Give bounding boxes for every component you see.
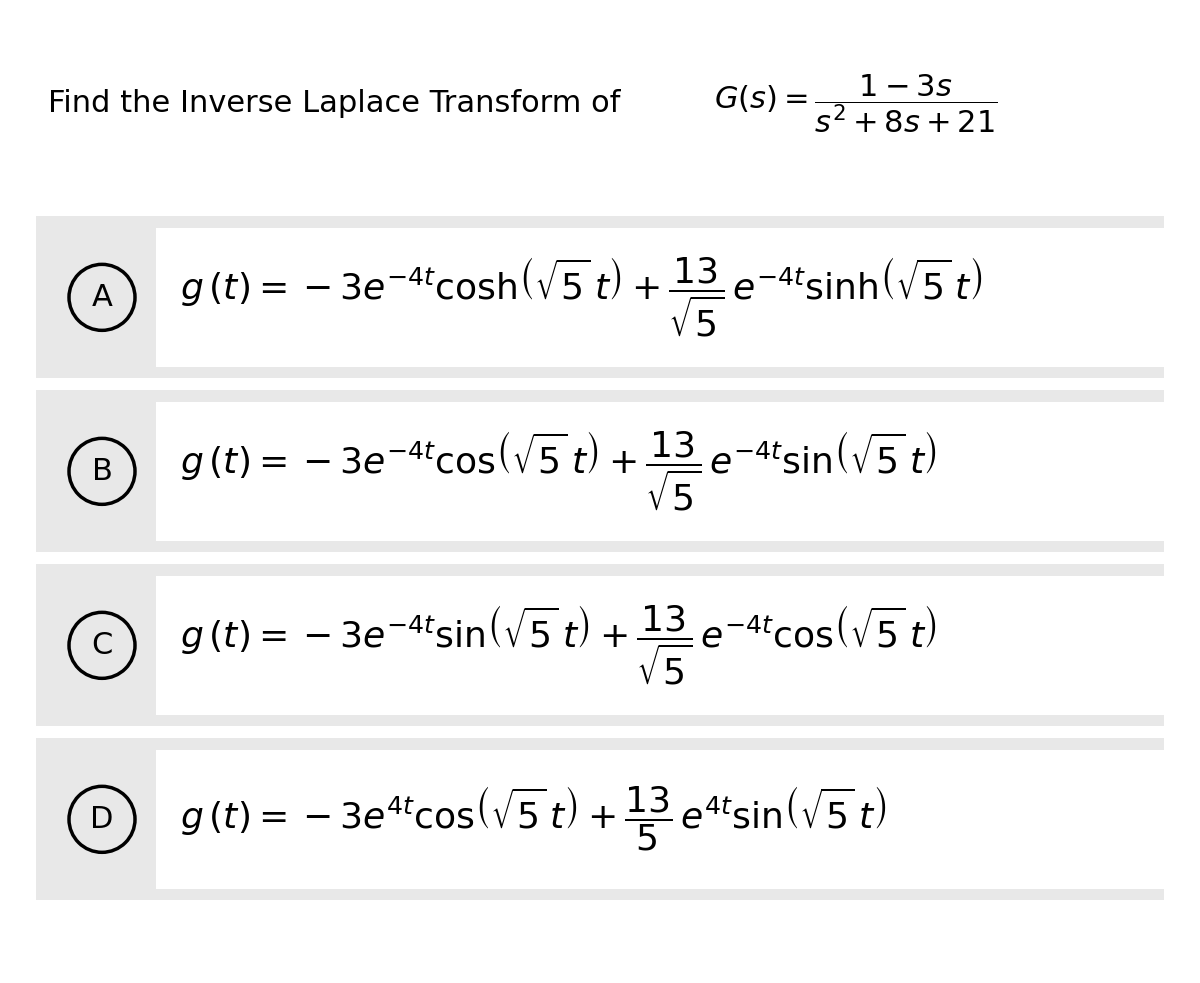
FancyBboxPatch shape: [36, 216, 1164, 378]
FancyBboxPatch shape: [156, 228, 1164, 367]
Text: C: C: [91, 631, 113, 660]
Text: D: D: [90, 805, 114, 834]
FancyBboxPatch shape: [36, 390, 1164, 552]
Text: Find the Inverse Laplace Transform of: Find the Inverse Laplace Transform of: [48, 88, 630, 118]
Text: $g\,(t) = -3e^{-4t}\cos\!\left(\sqrt{5}\,t\right) + \dfrac{13}{\sqrt{5}}\,e^{-4t: $g\,(t) = -3e^{-4t}\cos\!\left(\sqrt{5}\…: [180, 430, 936, 513]
FancyBboxPatch shape: [156, 402, 1164, 541]
Text: $G(s) = \dfrac{1-3s}{s^2+8s+21}$: $G(s) = \dfrac{1-3s}{s^2+8s+21}$: [714, 72, 997, 135]
Text: A: A: [91, 283, 113, 312]
FancyBboxPatch shape: [36, 564, 1164, 726]
Text: $g\,(t) = -3e^{-4t}\sin\!\left(\sqrt{5}\,t\right) + \dfrac{13}{\sqrt{5}}\,e^{-4t: $g\,(t) = -3e^{-4t}\sin\!\left(\sqrt{5}\…: [180, 604, 936, 687]
FancyBboxPatch shape: [156, 576, 1164, 715]
FancyBboxPatch shape: [156, 750, 1164, 889]
Text: B: B: [91, 457, 113, 486]
FancyBboxPatch shape: [36, 738, 1164, 900]
Text: $g\,(t) = -3e^{-4t}\cosh\!\left(\sqrt{5}\,t\right) + \dfrac{13}{\sqrt{5}}\,e^{-4: $g\,(t) = -3e^{-4t}\cosh\!\left(\sqrt{5}…: [180, 256, 982, 339]
Text: $g\,(t) = -3e^{4t}\cos\!\left(\sqrt{5}\,t\right) + \dfrac{13}{5}\,e^{4t}\sin\!\l: $g\,(t) = -3e^{4t}\cos\!\left(\sqrt{5}\,…: [180, 785, 886, 853]
